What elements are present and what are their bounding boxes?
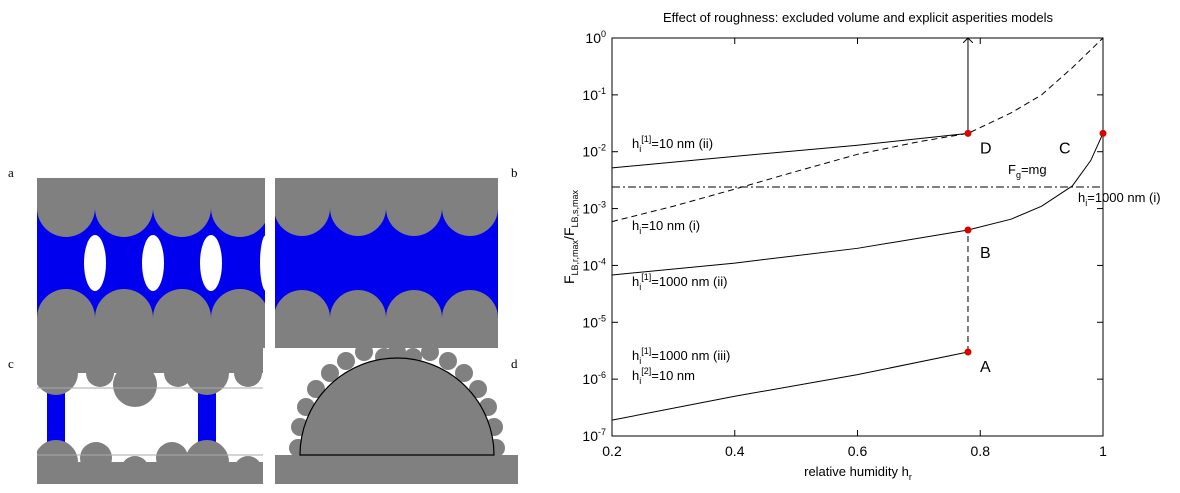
series-line — [611, 132, 969, 169]
x-tick-label: 0.2 — [602, 443, 622, 459]
y-tick-label: 10-2 — [582, 143, 606, 160]
y-tick-label: 10-6 — [582, 370, 606, 387]
panel-label: c — [8, 356, 14, 371]
panel-label: a — [8, 165, 14, 180]
point — [964, 348, 972, 356]
annotation: hi[1]=1000 nm (ii) — [632, 272, 727, 292]
series-line — [611, 133, 1104, 276]
annotation: hi[2]=10 nm — [632, 366, 695, 386]
panel-b — [275, 178, 498, 348]
y-tick-label: 100 — [585, 29, 606, 46]
panel-d — [275, 343, 518, 484]
series-line — [611, 37, 1104, 223]
x-axis-label: relative humidity hr — [804, 464, 912, 482]
point-label: A — [980, 359, 991, 376]
x-tick-label: 1 — [1099, 443, 1107, 459]
point-label: C — [1059, 140, 1071, 157]
x-tick-label: 0.6 — [848, 443, 868, 459]
point — [964, 226, 972, 234]
annotation: Fg=mg — [1008, 162, 1047, 180]
annotation: hi=10 nm (i) — [632, 218, 700, 236]
point — [1099, 129, 1107, 137]
y-tick-label: 10-4 — [582, 256, 606, 273]
chart-title: Effect of roughness: excluded volume and… — [663, 10, 1053, 25]
y-tick-label: 10-3 — [582, 200, 606, 217]
panel-c — [37, 348, 263, 484]
point — [964, 129, 972, 137]
series-line — [611, 351, 969, 421]
y-tick-label: 10-1 — [582, 86, 606, 103]
point-label: B — [980, 245, 991, 262]
annotation: hi[1]=10 nm (ii) — [632, 134, 713, 154]
annotation: hi[1]=1000 nm (iii) — [632, 346, 730, 366]
annotation: hi=1000 nm (i) — [1078, 190, 1161, 208]
x-tick-label: 0.4 — [725, 443, 745, 459]
y-axis-label: FLB,r,max/FLB,s,max — [561, 189, 580, 284]
y-tick-label: 10-5 — [582, 313, 606, 330]
panel-label: d — [511, 356, 518, 371]
y-tick-label: 10-7 — [582, 427, 606, 444]
x-tick-label: 0.8 — [971, 443, 991, 459]
panel-a — [37, 178, 265, 348]
panel-label: b — [511, 165, 518, 180]
chart: 0.2 0.4 0.6 0.8 1 10-7 10-6 10-5 10-4 10-3 10-2 10-… — [582, 29, 1107, 459]
point-label: D — [980, 140, 992, 157]
